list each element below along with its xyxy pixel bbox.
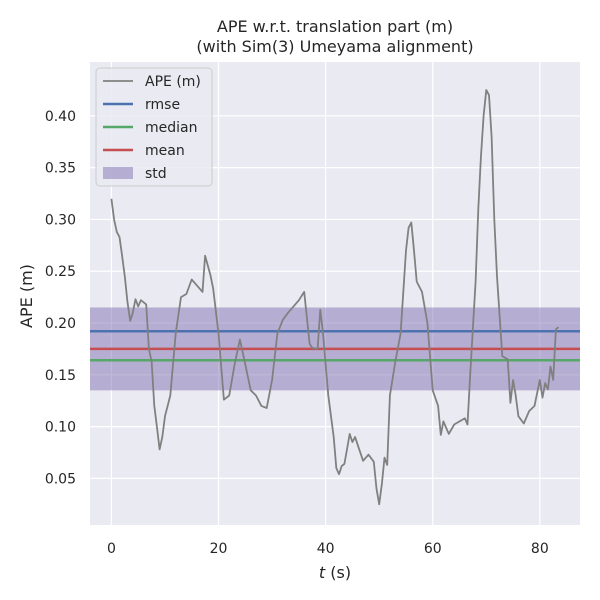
y-tick-label: 0.25 bbox=[45, 264, 76, 280]
chart-title-line1: APE w.r.t. translation part (m) bbox=[217, 17, 453, 36]
x-axis-label: t (s) bbox=[319, 563, 351, 582]
x-axis-label-unit: (s) bbox=[325, 563, 351, 582]
x-tick-label: 0 bbox=[107, 541, 116, 557]
x-tick-label: 20 bbox=[210, 541, 228, 557]
y-tick-label: 0.35 bbox=[45, 161, 76, 177]
legend-box bbox=[95, 67, 213, 187]
legend-ape-label: APE (m) bbox=[145, 74, 201, 90]
chart-title-line2: (with Sim(3) Umeyama alignment) bbox=[196, 37, 473, 56]
x-axis-ticks: 0 20 40 60 80 bbox=[107, 541, 549, 557]
legend-std-label: std bbox=[145, 166, 167, 182]
x-axis-label-var: t bbox=[319, 563, 326, 582]
y-axis-ticks: 0.05 0.10 0.15 0.20 0.25 0.30 0.35 0.40 bbox=[45, 109, 76, 488]
chart-title: APE w.r.t. translation part (m) (with Si… bbox=[196, 17, 473, 56]
x-tick-label: 40 bbox=[317, 541, 335, 557]
x-tick-label: 60 bbox=[424, 541, 442, 557]
legend-std-swatch bbox=[103, 167, 133, 179]
y-tick-label: 0.40 bbox=[45, 109, 76, 125]
legend-median-label: median bbox=[145, 120, 197, 136]
y-tick-label: 0.30 bbox=[45, 212, 76, 228]
y-tick-label: 0.20 bbox=[45, 316, 76, 332]
y-axis-label: APE (m) bbox=[17, 264, 36, 328]
stat-lines bbox=[90, 330, 580, 362]
ape-series-line bbox=[110, 89, 560, 506]
legend: APE (m) rmse median mean std bbox=[95, 67, 213, 187]
y-tick-label: 0.15 bbox=[45, 368, 76, 384]
y-tick-label: 0.05 bbox=[45, 471, 76, 487]
y-tick-label: 0.10 bbox=[45, 420, 76, 436]
x-tick-label: 80 bbox=[531, 541, 549, 557]
series-layer bbox=[110, 89, 560, 506]
legend-mean-label: mean bbox=[145, 143, 185, 159]
legend-rmse-label: rmse bbox=[145, 97, 180, 113]
